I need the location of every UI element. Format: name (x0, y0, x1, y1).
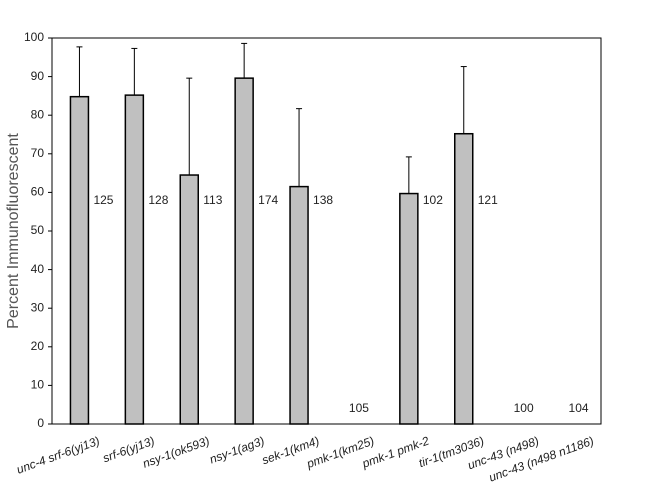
n-label: 128 (148, 193, 168, 207)
n-label: 104 (569, 401, 589, 415)
n-label: 102 (423, 193, 443, 207)
bar (234, 77, 254, 425)
n-label: 125 (93, 193, 113, 207)
y-tick-label: 90 (31, 69, 45, 83)
n-label: 138 (313, 193, 333, 207)
n-label: 174 (258, 193, 278, 207)
bar (179, 174, 199, 425)
x-tick-label: unc-4 srf-6(yj13) (15, 434, 102, 477)
n-label: 121 (478, 193, 498, 207)
bar (124, 94, 145, 425)
bar (399, 192, 419, 425)
y-tick-label: 50 (31, 223, 45, 237)
y-tick-label: 0 (37, 416, 44, 430)
y-tick-label: 20 (31, 339, 45, 353)
y-tick-label: 70 (31, 146, 45, 160)
bar (454, 132, 474, 425)
n-label: 100 (514, 401, 534, 415)
bar (69, 95, 90, 425)
bar (289, 185, 309, 425)
y-tick-label: 60 (31, 185, 45, 199)
n-label: 105 (349, 401, 369, 415)
n-label: 113 (203, 193, 222, 207)
y-tick-label: 40 (31, 262, 45, 276)
y-tick-label: 10 (31, 378, 45, 392)
y-tick-label: 100 (24, 30, 44, 44)
y-tick-label: 80 (31, 107, 45, 121)
y-tick-label: 30 (31, 300, 45, 314)
x-tick-label: nsy-1(ag3) (208, 434, 267, 467)
y-axis-label: Percent Immunofluorescent (5, 133, 22, 329)
